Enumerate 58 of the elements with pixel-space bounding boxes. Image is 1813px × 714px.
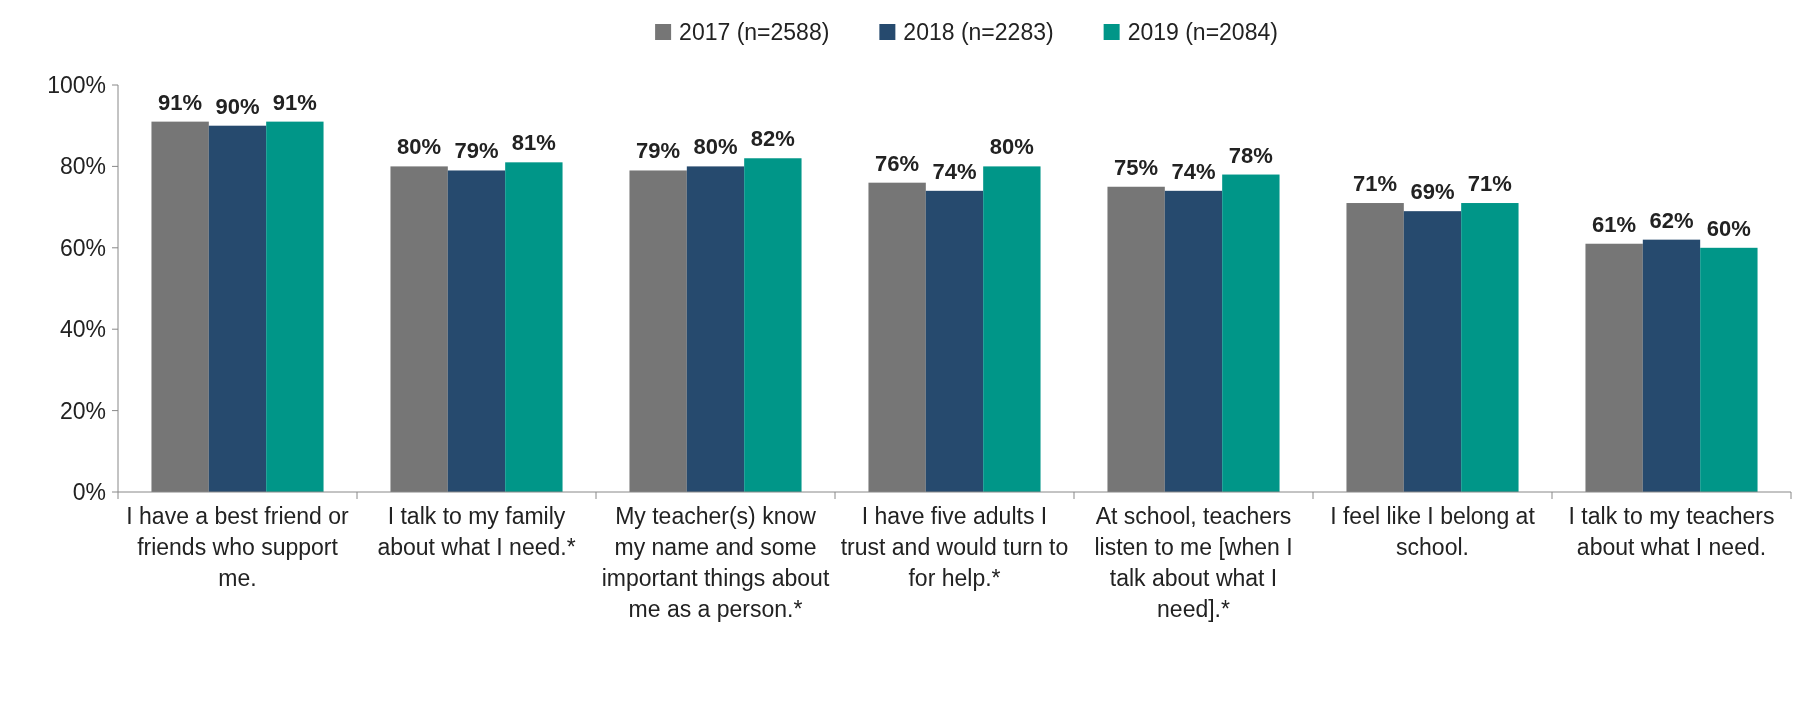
bar	[1346, 203, 1404, 492]
bar	[983, 166, 1041, 492]
y-tick-label: 100%	[47, 72, 106, 99]
data-label: 60%	[1706, 215, 1751, 241]
data-label: 82%	[750, 126, 795, 152]
y-tick-label: 40%	[59, 316, 106, 343]
bar	[1107, 186, 1165, 492]
x-tick-label: I have a best friend or friends who support me.	[126, 503, 350, 591]
data-label: 61%	[1592, 211, 1637, 237]
y-tick-label: 80%	[59, 153, 106, 180]
bar	[629, 170, 687, 492]
data-label: 80%	[693, 134, 738, 160]
bar	[390, 166, 448, 492]
bar	[505, 162, 563, 492]
data-label: 74%	[932, 158, 977, 184]
bar	[1642, 239, 1701, 492]
data-label: 75%	[1114, 154, 1159, 180]
data-label: 71%	[1467, 171, 1512, 197]
bar	[1222, 174, 1280, 492]
data-label: 62%	[1649, 207, 1694, 233]
data-label: 69%	[1410, 179, 1455, 205]
bar	[151, 121, 209, 492]
legend-label: 2017 (n=2588)	[679, 19, 830, 46]
data-label: 79%	[636, 138, 681, 164]
bar	[1700, 247, 1758, 492]
data-label: 91%	[158, 89, 203, 115]
y-tick-label: 60%	[59, 234, 106, 261]
y-tick-label: 20%	[59, 397, 106, 424]
x-tick-label: At school, teachers listen to me [when I talk about what I need].*	[1094, 503, 1293, 622]
data-label: 76%	[875, 150, 920, 176]
bar	[686, 166, 745, 492]
data-label: 78%	[1228, 142, 1273, 168]
bar	[266, 121, 324, 492]
data-label: 79%	[454, 138, 499, 164]
data-label: 71%	[1353, 171, 1398, 197]
x-tick-label: My teacher(s) know my name and some important things about me as a person.*	[601, 503, 830, 622]
x-tick-label: I talk to my family about what I need.*	[377, 503, 576, 560]
bar	[208, 125, 267, 492]
legend-label: 2019 (n=2084)	[1127, 19, 1278, 46]
data-label: 80%	[397, 134, 442, 160]
data-label: 80%	[989, 134, 1034, 160]
bar	[1585, 243, 1643, 492]
y-tick-label: 0%	[72, 479, 106, 506]
bar	[744, 158, 802, 492]
bar	[868, 182, 926, 492]
bar	[1403, 211, 1462, 492]
bar	[1461, 203, 1519, 492]
data-label: 74%	[1171, 158, 1216, 184]
data-label: 81%	[511, 130, 556, 156]
data-label: 90%	[215, 93, 260, 119]
x-tick-label: I have five adults I trust and would turn to for help.*	[840, 503, 1069, 591]
legend-label: 2018 (n=2283)	[903, 19, 1054, 46]
data-label: 91%	[272, 89, 317, 115]
x-tick-label: I talk to my teachers about what I need.	[1568, 503, 1775, 560]
x-tick-label: I feel like I belong at school.	[1330, 503, 1536, 560]
bar	[925, 190, 984, 492]
bar	[447, 170, 506, 492]
bar	[1164, 190, 1223, 492]
